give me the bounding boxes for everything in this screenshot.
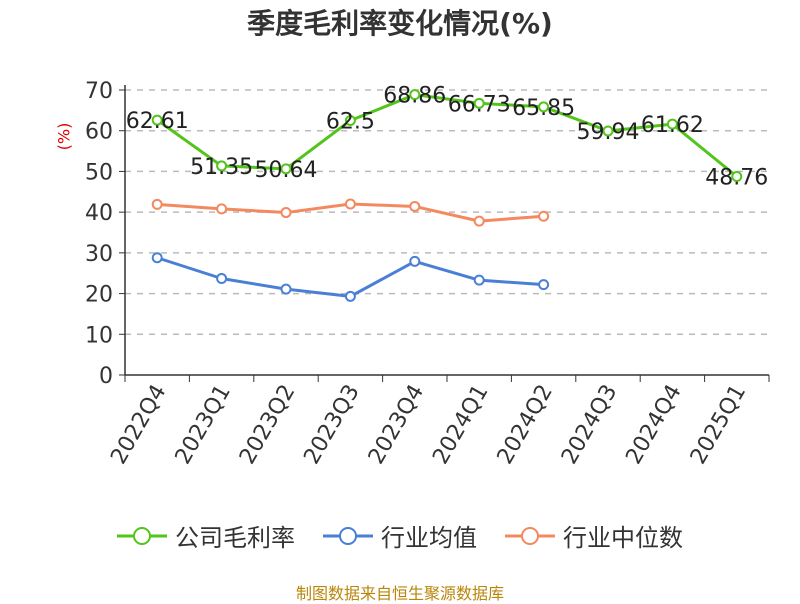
y-tick-label: 70: [85, 79, 113, 104]
data-point: [151, 252, 163, 264]
data-label: 65.85: [512, 96, 575, 121]
legend: 公司毛利率 行业均值 行业中位数: [0, 518, 800, 553]
legend-swatch-industry-mean: [323, 526, 373, 545]
y-tick-label: 20: [85, 283, 113, 308]
y-tick-label: 50: [85, 160, 113, 185]
series-line-0: [156, 93, 738, 178]
data-point: [473, 97, 485, 109]
y-tick-label: 10: [85, 323, 113, 348]
data-label: 59.94: [577, 120, 640, 145]
legend-item-company[interactable]: 公司毛利率: [117, 518, 295, 553]
data-point: [151, 198, 163, 210]
data-point: [409, 255, 421, 267]
legend-label-industry-mean: 行业均值: [381, 524, 477, 552]
x-tick-label: 2025Q1: [686, 381, 751, 469]
legend-item-industry-median[interactable]: 行业中位数: [505, 518, 683, 553]
legend-item-industry-mean[interactable]: 行业均值: [323, 518, 477, 553]
x-tick-label: 2024Q1: [428, 381, 493, 469]
data-point: [344, 115, 356, 127]
x-tick-label: 2024Q3: [557, 381, 622, 469]
data-label: 48.76: [705, 165, 768, 190]
data-point: [216, 273, 228, 285]
data-point: [216, 160, 228, 172]
y-tick-label: 60: [85, 120, 113, 145]
data-point: [538, 210, 550, 222]
data-label: 62.61: [126, 109, 189, 134]
x-tick-label: 2023Q2: [235, 381, 300, 469]
y-tick-label: 30: [85, 242, 113, 267]
data-point: [538, 279, 550, 291]
data-point: [216, 203, 228, 215]
x-tick-label: 2023Q1: [171, 381, 236, 469]
y-tick-label: 40: [85, 201, 113, 226]
data-point: [666, 118, 678, 130]
data-source-note: 制图数据来自恒生聚源数据库: [295, 584, 504, 603]
data-point: [344, 198, 356, 210]
x-tick-label: 2023Q4: [364, 381, 429, 469]
data-point: [280, 283, 292, 295]
legend-label-company: 公司毛利率: [175, 524, 295, 552]
data-label: 50.64: [255, 158, 318, 183]
data-point: [602, 125, 614, 137]
data-point: [409, 200, 421, 212]
x-tick-label: 2022Q4: [106, 381, 171, 469]
x-tick-label: 2024Q2: [493, 381, 558, 469]
data-label: 68.86: [383, 84, 446, 109]
x-tick-label: 2024Q4: [621, 381, 686, 469]
data-label: 66.73: [448, 92, 511, 117]
data-point: [538, 101, 550, 113]
data-point: [151, 114, 163, 126]
data-label: 61.62: [641, 113, 704, 138]
data-label: 62.5: [326, 110, 375, 135]
series-line-1: [156, 256, 544, 298]
data-point: [473, 215, 485, 227]
data-point: [409, 89, 421, 101]
legend-swatch-company: [117, 526, 167, 545]
data-label: 51.35: [190, 155, 253, 180]
legend-label-industry-median: 行业中位数: [563, 524, 683, 552]
data-point: [344, 290, 356, 302]
legend-swatch-industry-median: [505, 526, 555, 545]
x-tick-label: 2023Q3: [299, 381, 364, 469]
chart-title: 季度毛利率变化情况(%): [247, 7, 553, 40]
data-point: [280, 207, 292, 219]
data-point: [280, 163, 292, 175]
y-tick-label: 0: [99, 364, 113, 389]
data-point: [473, 274, 485, 286]
data-point: [731, 170, 743, 182]
